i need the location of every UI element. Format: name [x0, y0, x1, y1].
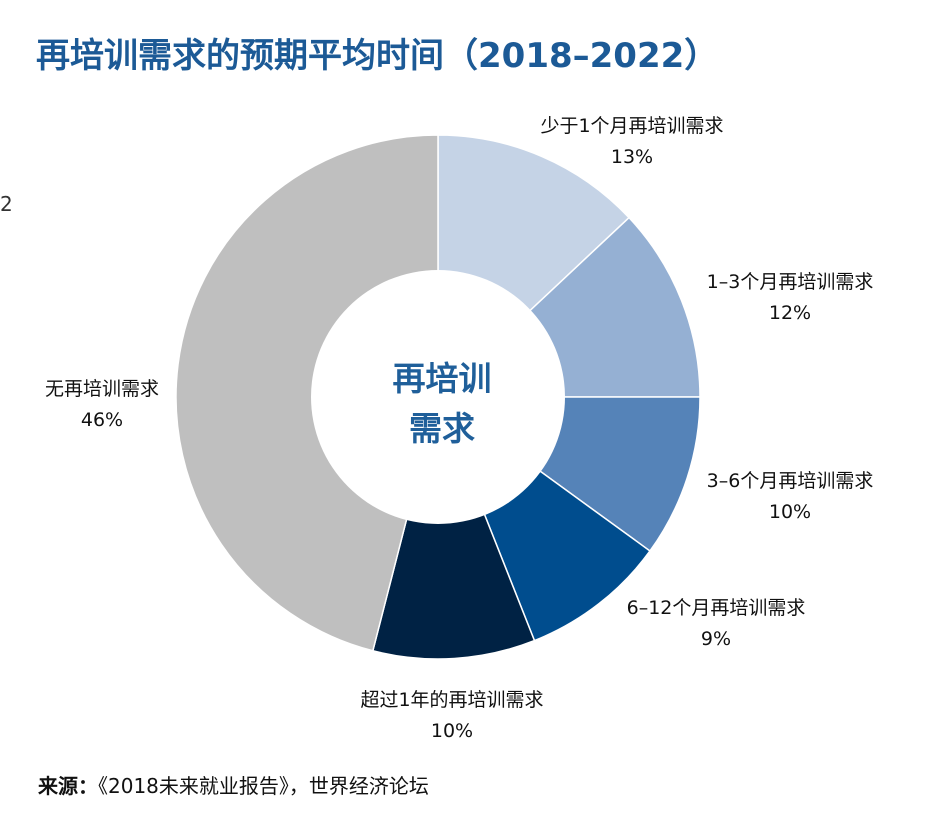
slice-value-label-3: 10% [769, 501, 811, 523]
center-label-line-1: 再培训 [393, 359, 492, 398]
slice-label-5: 超过1年的再培训需求 [360, 689, 543, 711]
donut-center-hole [311, 270, 565, 524]
slice-value-label-2: 12% [769, 302, 811, 324]
slice-value-label-1: 13% [611, 146, 653, 168]
slice-value-label-4: 9% [701, 628, 731, 650]
slice-label-6: 无再培训需求 [45, 378, 159, 400]
source-label: 来源： [38, 774, 98, 798]
donut-slice-6 [175, 134, 439, 652]
donut-slice-5 [371, 394, 536, 660]
slice-value-label-5: 10% [431, 720, 473, 742]
center-label-line-2: 需求 [409, 409, 475, 448]
slice-label-1: 少于1个月再培训需求 [540, 115, 723, 137]
edge-fragment: 2 [0, 192, 13, 216]
source-note: 来源：《2018未来就业报告》，世界经济论坛 [38, 770, 429, 799]
slice-value-label-6: 46% [81, 409, 123, 431]
chart-title: 再培训需求的预期平均时间（2018–2022） [36, 36, 719, 76]
source-text: 《2018未来就业报告》，世界经济论坛 [98, 774, 429, 798]
slice-label-4: 6–12个月再培训需求 [627, 597, 806, 619]
slice-label-2: 1–3个月再培训需求 [707, 271, 874, 293]
slice-label-3: 3–6个月再培训需求 [707, 470, 874, 492]
